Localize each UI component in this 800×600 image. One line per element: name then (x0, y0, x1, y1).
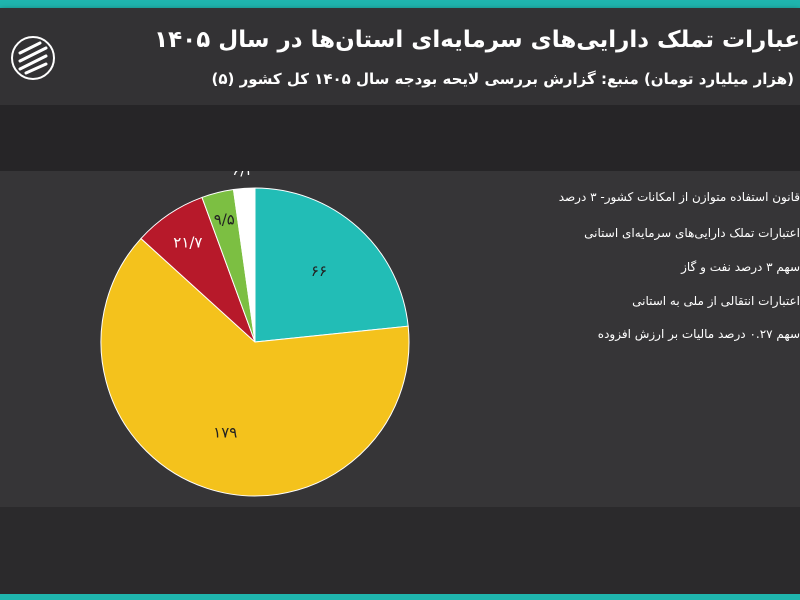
pie-chart: ۶۶ ۱۷۹ ۲۱/۷ ۹/۵ ۶/۳ (100, 171, 410, 497)
slice-label: ۲۱/۷ (173, 233, 202, 251)
top-accent-strip (0, 0, 800, 8)
legend-item: قانون استفاده متوازن از امکانات کشور- ۳ … (558, 190, 800, 204)
logo-icon (11, 36, 55, 80)
footer-area (0, 507, 800, 594)
spacer-band (0, 105, 800, 171)
pie-slice (232, 187, 256, 343)
pie-slice (100, 237, 410, 497)
legend-item: سهم ۳ درصد نفت و گاز (681, 260, 800, 274)
legend-item: اعتبارات انتقالی از ملی به استانی (632, 294, 800, 308)
pie-slice (254, 187, 409, 343)
legend-item: اعتبارات تملک دارایی‌های سرمایه‌ای استان… (584, 226, 800, 240)
slice-label: ۶۶ (311, 262, 327, 280)
legend-item: سهم ۰.۲۷ درصد مالیات بر ارزش افزوده (597, 327, 800, 341)
page-title: عبارات تملک دارایی‌های سرمایه‌ای استان‌ه… (154, 27, 800, 53)
slice-label: ۶/۳ (232, 171, 253, 179)
page-subtitle: (هزار میلیارد تومان) منبع: گزارش بررسی ل… (211, 70, 795, 88)
bottom-accent-strip (0, 594, 800, 600)
slice-label: ۹/۵ (214, 211, 235, 229)
header-bar: عبارات تملک دارایی‌های سرمایه‌ای استان‌ه… (0, 8, 800, 105)
slice-label: ۱۷۹ (213, 424, 237, 442)
